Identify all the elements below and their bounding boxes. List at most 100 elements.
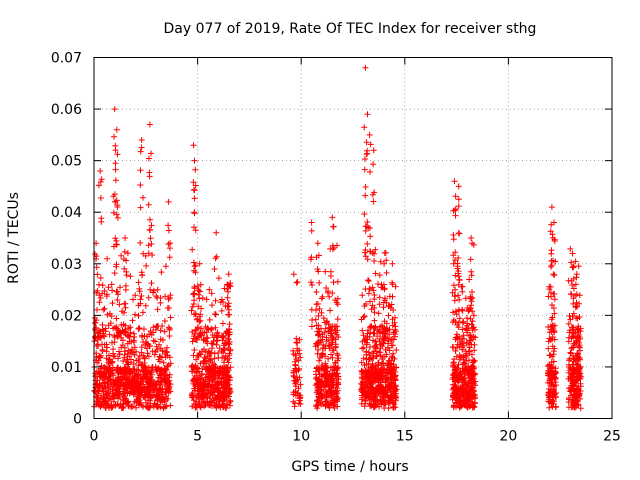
data-point	[362, 64, 369, 71]
data-point	[380, 401, 387, 408]
data-point	[109, 287, 116, 294]
data-point	[147, 328, 154, 334]
data-point	[333, 395, 340, 402]
data-point	[227, 377, 233, 383]
data-point	[192, 364, 199, 371]
data-point	[98, 215, 105, 222]
data-point	[319, 394, 326, 400]
data-point	[206, 316, 213, 323]
data-point	[95, 368, 102, 375]
data-point	[127, 329, 134, 336]
data-point	[459, 283, 466, 290]
y-tick-labels: 0 0.01 0.02 0.03 0.04 0.05 0.06 0.07	[51, 51, 82, 428]
data-point	[206, 286, 213, 293]
data-point	[165, 385, 172, 392]
data-point	[191, 210, 198, 217]
data-point	[92, 373, 99, 380]
data-point	[129, 348, 135, 355]
data-point	[450, 207, 457, 214]
data-point	[369, 284, 376, 291]
data-point	[319, 333, 326, 340]
data-point	[93, 398, 100, 405]
data-point	[367, 344, 373, 350]
data-point	[165, 296, 172, 303]
data-point	[322, 398, 329, 405]
data-point	[366, 131, 373, 138]
data-point	[370, 350, 377, 357]
data-point	[207, 373, 214, 380]
data-point	[371, 396, 378, 403]
data-point	[545, 372, 552, 379]
data-point	[548, 326, 555, 333]
data-point	[115, 395, 122, 402]
data-point	[130, 337, 137, 344]
data-point	[207, 395, 213, 402]
data-point	[113, 325, 120, 332]
data-point	[121, 371, 128, 377]
data-point	[154, 323, 161, 329]
data-point	[388, 360, 394, 367]
data-point	[201, 329, 208, 336]
data-point	[225, 288, 231, 295]
data-point	[110, 394, 117, 401]
data-point	[131, 344, 138, 351]
data-points	[91, 64, 584, 412]
data-point	[209, 383, 215, 390]
data-point	[127, 324, 134, 331]
data-point	[198, 305, 205, 312]
data-point	[386, 365, 393, 371]
grid	[94, 57, 612, 419]
data-point	[130, 366, 137, 372]
data-point	[154, 294, 161, 301]
data-point	[361, 249, 368, 256]
data-point	[207, 367, 214, 374]
data-point	[123, 382, 129, 389]
data-point	[148, 241, 155, 247]
data-point	[450, 360, 457, 367]
data-point	[569, 282, 576, 288]
data-point	[199, 348, 206, 355]
data-point	[212, 385, 219, 392]
data-point	[469, 240, 476, 247]
data-point	[374, 386, 381, 393]
data-point	[360, 332, 367, 339]
data-point	[363, 395, 369, 401]
data-point	[459, 306, 466, 313]
data-point	[292, 377, 299, 384]
data-point	[111, 106, 118, 113]
data-point	[192, 336, 199, 343]
data-point	[320, 315, 327, 322]
data-point	[373, 369, 379, 376]
data-point	[377, 375, 384, 382]
data-point	[214, 332, 221, 339]
data-point	[136, 288, 143, 295]
data-point	[96, 281, 102, 288]
data-point	[199, 370, 206, 377]
data-point	[569, 324, 576, 331]
data-point	[200, 394, 207, 401]
data-point	[94, 359, 101, 366]
data-point	[98, 176, 105, 183]
data-point	[370, 287, 377, 294]
x-tick-label: 20	[499, 429, 517, 445]
data-point	[358, 316, 365, 323]
data-point	[371, 317, 378, 324]
data-point	[327, 374, 334, 380]
data-point	[471, 370, 478, 377]
data-point	[226, 321, 233, 328]
data-point	[328, 268, 334, 275]
data-point	[102, 328, 109, 335]
data-point	[313, 365, 320, 372]
data-point	[221, 340, 228, 347]
data-point	[211, 350, 218, 357]
data-point	[359, 338, 366, 345]
data-point	[573, 274, 580, 281]
data-point	[121, 265, 128, 272]
data-point	[358, 369, 365, 376]
data-point	[133, 357, 140, 364]
data-point	[113, 261, 120, 268]
data-point	[366, 369, 372, 376]
data-point	[120, 337, 126, 344]
data-point	[545, 390, 552, 397]
data-point	[113, 381, 120, 388]
